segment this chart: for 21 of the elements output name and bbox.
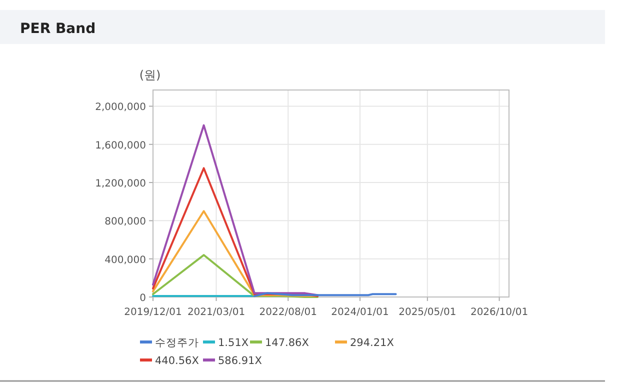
y-tick-label: 2,000,000 bbox=[95, 102, 146, 114]
x-tick-label: 2019/12/01 bbox=[124, 307, 182, 318]
y-tick-label: 1,200,000 bbox=[95, 178, 146, 190]
legend-label: 1.51X bbox=[218, 337, 249, 349]
chart-title: PER Band bbox=[20, 21, 96, 37]
y-tick-label: 1,600,000 bbox=[95, 140, 146, 152]
legend-label: 586.91X bbox=[218, 355, 262, 367]
x-tick-label: 2024/01/01 bbox=[331, 307, 389, 318]
legend-label: 147.86X bbox=[265, 337, 309, 349]
legend-label: 440.56X bbox=[155, 355, 199, 367]
y-tick-label: 0 bbox=[140, 293, 146, 304]
x-tick-label: 2021/03/01 bbox=[187, 307, 246, 318]
legend-label: 294.21X bbox=[350, 337, 394, 349]
y-axis-title: (원) bbox=[139, 68, 161, 82]
x-tick-label: 2022/08/01 bbox=[259, 307, 317, 318]
line-series bbox=[152, 254, 319, 298]
x-tick-label: 2025/05/01 bbox=[398, 307, 456, 318]
y-tick-label: 400,000 bbox=[104, 254, 146, 266]
legend-label: 수정주가 bbox=[155, 337, 199, 349]
y-tick-label: 800,000 bbox=[104, 216, 146, 228]
x-tick-label: 2026/10/01 bbox=[470, 307, 528, 318]
